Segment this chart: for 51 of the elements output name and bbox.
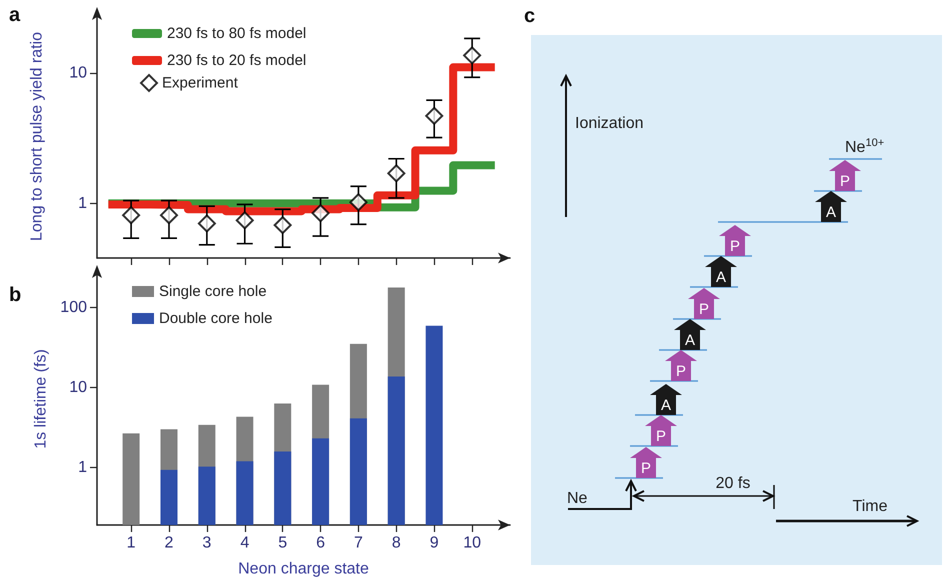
legend-label: Double core hole	[159, 310, 272, 327]
x-tick-label: 3	[202, 534, 212, 552]
x-tick-label: 7	[354, 534, 363, 552]
category-label: P	[840, 173, 850, 190]
point	[198, 214, 216, 232]
x-tick-label: 4	[240, 534, 250, 552]
point	[387, 164, 406, 182]
category-label: A	[826, 204, 836, 221]
point	[425, 106, 444, 125]
x-tick-label: 6	[316, 534, 326, 552]
category-label: P	[656, 428, 666, 445]
point	[236, 211, 254, 230]
text: 20 fs	[716, 475, 750, 492]
category-label: P	[698, 301, 710, 318]
legend-label: 230 fs to 20 fs model	[167, 52, 306, 69]
x-axis-title: Neon charge state	[238, 560, 369, 578]
y-axis-title: 1s lifetime (fs)	[32, 349, 50, 449]
y-tick-label: 10	[69, 378, 88, 396]
text: Ionization	[575, 115, 644, 132]
y-tick-label: 100	[60, 298, 88, 316]
category-label: P	[730, 238, 740, 255]
point	[274, 216, 292, 234]
point	[160, 206, 178, 224]
y-axis-title: Long to short pulse yield ratio	[28, 32, 46, 242]
category-label: P	[676, 363, 686, 380]
point	[122, 206, 140, 224]
text: c	[524, 5, 536, 27]
text: Ne$^{10+}$	[845, 137, 884, 156]
x-tick-label: 8	[392, 534, 401, 552]
legend-label: 230 fs to 80 fs model	[167, 25, 306, 42]
point	[349, 193, 368, 212]
x-tick-label: 9	[430, 534, 439, 552]
x-tick-label: 10	[463, 534, 482, 552]
category-label: A	[660, 397, 672, 414]
y-tick-label: 1	[78, 458, 88, 476]
legend-label: Single core hole	[159, 283, 267, 300]
point	[463, 46, 482, 64]
y-tick-label: 1	[78, 194, 88, 212]
x-tick-label: 2	[164, 534, 174, 552]
text: Time	[852, 498, 888, 515]
text: b	[9, 284, 22, 306]
x-tick-label: 5	[278, 534, 288, 552]
legend-label: Experiment	[162, 74, 239, 92]
text: Ne	[567, 490, 588, 507]
x-tick-label: 1	[126, 534, 136, 552]
y-tick-label: 10	[69, 64, 88, 82]
chart-title: a	[9, 4, 21, 26]
category-label: P	[640, 460, 652, 477]
point	[312, 204, 330, 222]
category-label: A	[716, 269, 726, 286]
category-label: A	[684, 332, 696, 349]
